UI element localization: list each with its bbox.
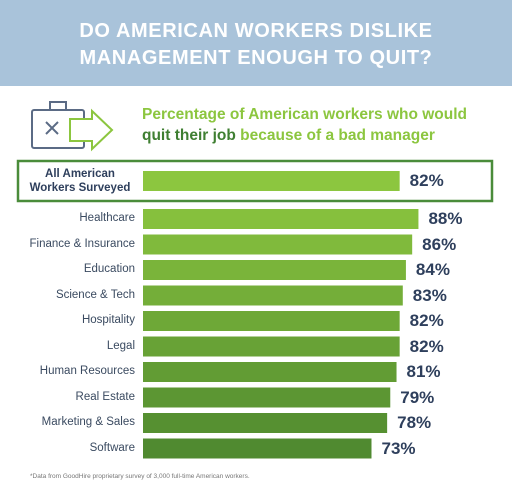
- subtitle-part: Percentage of American workers who would: [142, 106, 468, 123]
- value-label: 88%: [428, 209, 463, 228]
- category-label: Legal: [106, 339, 135, 352]
- subtitle-part: because of a bad manager: [240, 127, 435, 144]
- bar: [143, 209, 419, 229]
- value-label: 83%: [412, 285, 447, 305]
- bar: [143, 260, 406, 280]
- value-label: 82%: [409, 336, 444, 356]
- briefcase-icon: [31, 101, 114, 152]
- title: DO AMERICAN WORKERS DISLIKE MANAGEMENT E…: [79, 20, 433, 69]
- category-label: Hospitality: [81, 314, 135, 326]
- footnote: *Data from GoodHire proprietary survey o…: [30, 473, 250, 480]
- value-label: 81%: [406, 362, 441, 381]
- category-label: Healthcare: [79, 212, 135, 224]
- subtitle-emphasis: quit their job: [142, 127, 236, 144]
- highlight-box: [16, 159, 494, 203]
- value-label: 86%: [422, 234, 457, 254]
- bar: [143, 234, 413, 255]
- value-label: 73%: [381, 438, 416, 458]
- category-label: Finance & Insurance: [29, 237, 135, 250]
- bar: [143, 413, 388, 433]
- value-label: 84%: [415, 260, 450, 279]
- value-label: 78%: [397, 413, 432, 432]
- bar: [143, 311, 400, 331]
- bar: [143, 387, 391, 408]
- category-label: Human Resources: [39, 365, 135, 377]
- category-label: Science & Tech: [55, 288, 135, 301]
- bar: [143, 285, 403, 306]
- category-label: All American Workers Surveyed: [29, 168, 131, 194]
- header-band: [0, 0, 512, 86]
- bar: [143, 171, 400, 191]
- value-label: 79%: [400, 387, 435, 407]
- category-label: Software: [89, 441, 135, 454]
- bar: [143, 336, 400, 357]
- value-label: 82%: [409, 171, 444, 190]
- category-label: Marketing & Sales: [41, 416, 135, 428]
- subtitle: Percentage of American workers who would…: [142, 104, 502, 146]
- category-label: Education: [83, 263, 135, 275]
- category-label: Real Estate: [75, 390, 135, 403]
- value-label: 82%: [409, 311, 444, 330]
- bar: [143, 362, 397, 382]
- bar: [143, 438, 372, 459]
